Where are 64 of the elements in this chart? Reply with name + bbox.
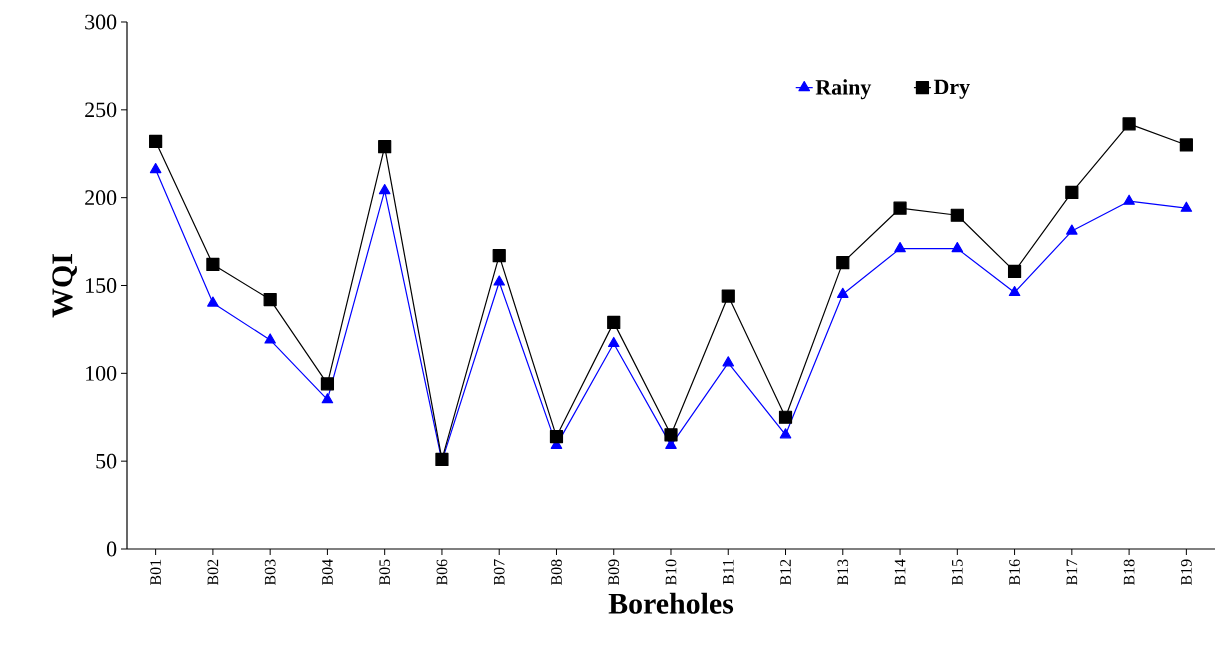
- point: [664, 428, 678, 442]
- point: [951, 242, 964, 253]
- point: [492, 249, 506, 263]
- point: [1123, 194, 1135, 205]
- x-tick-label: B17: [1066, 559, 1078, 586]
- point: [607, 315, 621, 329]
- x-tick-label: B05: [379, 559, 391, 586]
- point: [206, 257, 220, 272]
- x-tick-label: B10: [665, 559, 677, 586]
- x-tick-label: B09: [608, 559, 620, 586]
- point: [1180, 201, 1193, 212]
- x-tick-label: B11: [722, 559, 734, 585]
- point: [607, 336, 620, 348]
- x-tick-label: B08: [551, 559, 562, 586]
- y-tick-label: 250: [85, 102, 117, 118]
- x-tick-label: B12: [780, 559, 791, 586]
- y-tick-label: 300: [85, 14, 117, 30]
- y-tick-label: 50: [96, 453, 117, 469]
- x-tick-label: B16: [1009, 559, 1020, 586]
- point: [893, 201, 907, 215]
- point: [549, 429, 564, 444]
- x-tick-label: B07: [493, 559, 505, 586]
- point: [263, 292, 277, 307]
- y-tick-label: 150: [86, 278, 117, 293]
- point: [950, 208, 964, 222]
- point: [722, 356, 735, 367]
- point: [779, 428, 792, 439]
- x-axis-title: Boreholes: [608, 592, 734, 614]
- x-tick-label: B02: [207, 559, 219, 586]
- point: [836, 256, 850, 270]
- point: [721, 289, 735, 303]
- point: [493, 275, 506, 286]
- point: [149, 162, 162, 174]
- y-axis-title: WQI: [52, 254, 77, 318]
- point: [836, 287, 849, 298]
- x-tick-label: B04: [322, 559, 333, 586]
- legend-label: Dry: [933, 79, 970, 99]
- point: [378, 140, 392, 154]
- x-tick-label: B06: [436, 559, 448, 586]
- y-tick-label: 0: [106, 541, 117, 557]
- y-tick-label: 200: [85, 190, 117, 206]
- x-tick-label: B19: [1181, 559, 1192, 586]
- x-tick-label: B18: [1123, 559, 1135, 586]
- point: [1122, 117, 1136, 131]
- point: [894, 242, 906, 253]
- point: [1007, 264, 1022, 279]
- point: [1008, 285, 1021, 297]
- point: [1065, 185, 1079, 199]
- point: [320, 377, 335, 391]
- point: [1066, 224, 1078, 235]
- x-tick-label: B01: [150, 559, 162, 586]
- x-tick-label: B15: [951, 559, 963, 586]
- point: [207, 296, 219, 307]
- point: [1179, 138, 1193, 152]
- point: [149, 134, 163, 149]
- legend-label: Rainy: [815, 79, 872, 100]
- point: [378, 184, 391, 195]
- x-tick-label: B14: [894, 559, 906, 586]
- point: [778, 410, 793, 424]
- x-tick-label: B03: [264, 559, 276, 586]
- point: [264, 333, 276, 344]
- y-tick-label: 100: [86, 365, 117, 381]
- point: [321, 393, 334, 404]
- x-tick-label: B13: [837, 559, 849, 586]
